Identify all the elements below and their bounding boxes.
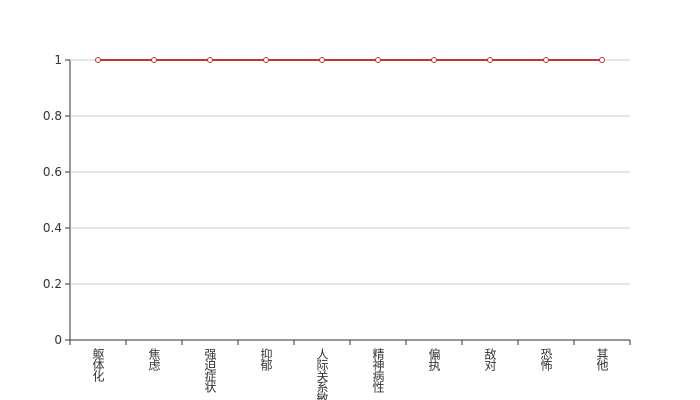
point (487, 57, 493, 63)
point (263, 57, 269, 63)
point (207, 57, 213, 63)
y-tick-label: 1 (54, 53, 62, 67)
point (543, 57, 549, 63)
x-tick-label: 焦虑 (147, 348, 161, 371)
x-tick-label: 强迫症状 (203, 348, 217, 393)
x-tick-label: 精神病性 (371, 348, 385, 394)
x-tick-label: 躯体化 (91, 347, 105, 383)
y-tick-label: 0.4 (43, 221, 62, 235)
point (375, 57, 381, 63)
x-tick-label: 敌对 (483, 347, 497, 371)
x-tick-label: 人际关系敏感 (315, 348, 329, 400)
y-tick-label: 0 (54, 333, 62, 347)
x-tick-label: 其他 (595, 348, 609, 371)
point (151, 57, 157, 63)
y-tick-label: 0.8 (43, 109, 62, 123)
x-tick-label: 恐怖 (539, 348, 553, 371)
x-tick-label: 抑郁 (259, 347, 273, 372)
point (599, 57, 605, 63)
x-tick-label: 偏执 (427, 347, 441, 372)
y-tick-label: 0.2 (43, 277, 62, 291)
point (431, 57, 437, 63)
point (95, 57, 101, 63)
point (319, 57, 325, 63)
y-tick-label: 0.6 (43, 165, 62, 179)
